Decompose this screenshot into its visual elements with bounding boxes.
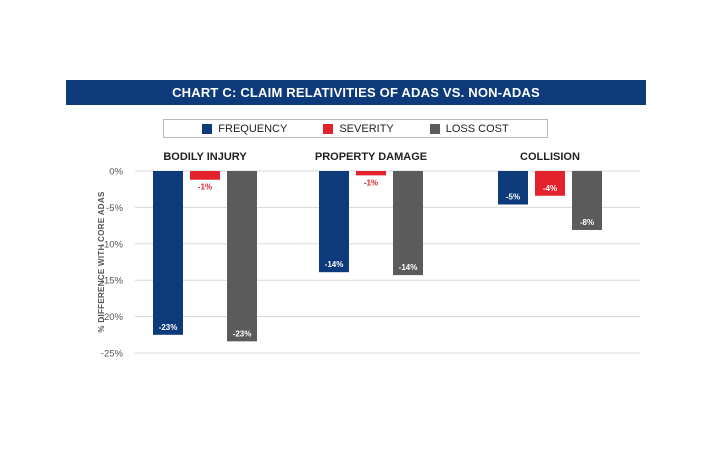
category-label: PROPERTY DAMAGE [315, 151, 427, 163]
legend-label-severity: SEVERITY [339, 122, 394, 135]
bar-frequency [498, 171, 528, 205]
legend-item-loss-cost: LOSS COST [429, 122, 509, 135]
bar-frequency [153, 171, 183, 335]
y-tick-label: -10% [101, 239, 124, 250]
category-label: BODILY INJURY [163, 151, 247, 163]
data-label: -23% [159, 323, 178, 332]
bar-loss-cost [227, 171, 257, 342]
bar-severity [535, 171, 565, 196]
y-tick-label: -20% [101, 312, 124, 323]
data-label: -5% [506, 192, 520, 201]
y-tick-label: 0% [109, 167, 123, 178]
data-label: -1% [364, 178, 378, 187]
y-tick-label: -5% [106, 203, 123, 214]
bar-frequency [319, 171, 349, 273]
legend-item-frequency: FREQUENCY [202, 123, 287, 135]
bar-loss-cost [393, 171, 423, 276]
data-label: -14% [399, 263, 418, 272]
legend-item-severity: SEVERITY [323, 122, 394, 135]
y-tick-label: -15% [101, 276, 124, 287]
legend: FREQUENCY SEVERITY LOSS COST [163, 119, 548, 138]
bar-severity [190, 171, 220, 180]
y-axis-title: % DIFFERENCE WITH CORE ADAS [97, 191, 106, 333]
legend-label-frequency: FREQUENCY [218, 122, 288, 135]
category-label: COLLISION [520, 151, 580, 163]
data-label: -8% [580, 218, 594, 227]
chart-title: CHART C: CLAIM RELATIVITIES OF ADAS VS. … [66, 80, 646, 105]
legend-swatch-loss-cost [429, 123, 440, 134]
legend-swatch-frequency [202, 123, 213, 134]
bar-loss-cost [572, 171, 602, 230]
legend-label-loss-cost: LOSS COST [445, 122, 509, 135]
data-label: -4% [543, 184, 557, 193]
data-label: -14% [325, 260, 344, 269]
legend-swatch-severity [323, 123, 334, 134]
data-label: -1% [198, 183, 212, 192]
y-tick-label: -25% [101, 349, 124, 360]
bar-severity [356, 171, 386, 176]
data-label: -23% [233, 329, 252, 338]
